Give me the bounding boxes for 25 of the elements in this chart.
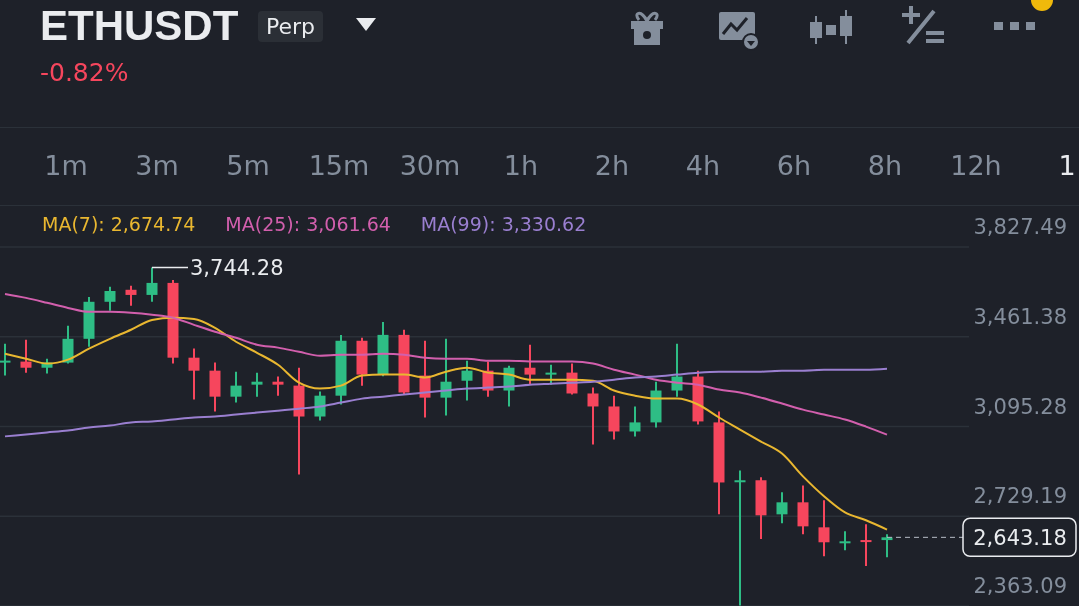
text: 1 xyxy=(1057,150,1077,181)
text: 5m xyxy=(225,150,271,181)
text: 1m xyxy=(43,150,89,181)
text: 8h xyxy=(866,150,904,181)
y-tick-label: 3,095.28 xyxy=(973,394,1067,419)
text: 4h xyxy=(684,150,722,181)
text: 1h xyxy=(502,150,540,181)
y-tick-label: 2,363.09 xyxy=(973,574,1067,598)
y-tick-label: 3,461.38 xyxy=(973,304,1067,329)
y-tick-label: 2,729.19 xyxy=(973,484,1067,509)
text: MA(25): 3,061.64 xyxy=(225,213,391,235)
text: 6h xyxy=(775,150,813,181)
text: 30m xyxy=(398,150,462,181)
text: MA(99): 3,330.62 xyxy=(420,213,587,235)
chart-title: ETHUSDT xyxy=(40,2,239,50)
text: 2h xyxy=(593,150,631,181)
chart-subtitle: -0.82% xyxy=(40,58,129,87)
ref-line-label: 2,643.18 xyxy=(973,526,1067,551)
text: MA(7): 2,674.74 xyxy=(42,213,196,235)
text: 15m xyxy=(307,150,371,181)
text: Perp xyxy=(258,11,324,42)
text: 12h xyxy=(949,150,1003,181)
text: 3m xyxy=(134,150,180,181)
annotation: 3,744.28 xyxy=(190,256,284,281)
y-tick-label: 3,827.49 xyxy=(973,215,1067,239)
